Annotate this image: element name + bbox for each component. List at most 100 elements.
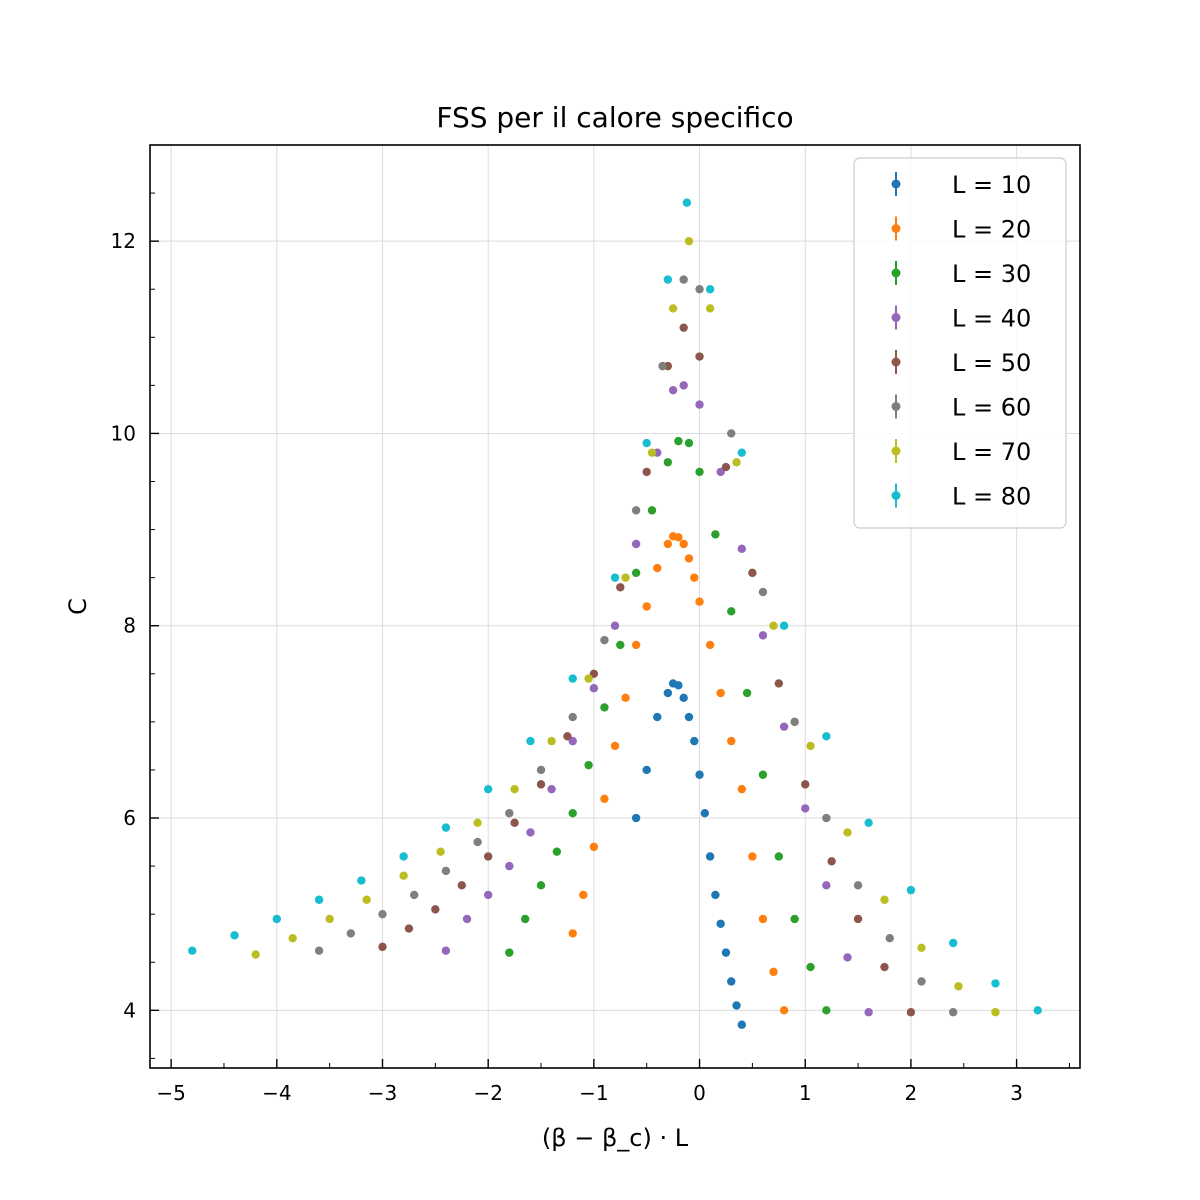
data-point: [505, 948, 514, 957]
data-point: [822, 1006, 831, 1015]
data-point: [653, 712, 662, 722]
x-tick-label: −4: [262, 1081, 291, 1105]
data-point: [801, 804, 810, 813]
legend-marker: [891, 491, 901, 500]
legend-label: L = 20: [952, 216, 1031, 244]
data-point: [473, 837, 482, 847]
data-point: [690, 573, 699, 582]
data-point: [682, 198, 692, 207]
data-point: [658, 361, 667, 371]
data-point: [404, 924, 414, 933]
legend-label: L = 70: [952, 438, 1031, 466]
data-point: [288, 934, 297, 943]
y-tick-label: 8: [123, 614, 136, 638]
data-point: [441, 866, 451, 876]
data-point: [880, 895, 889, 904]
data-point: [589, 842, 599, 852]
data-point: [505, 861, 514, 871]
data-point: [483, 890, 493, 900]
data-point: [399, 852, 408, 861]
data-point: [774, 852, 784, 861]
data-point: [642, 765, 651, 775]
data-point: [399, 871, 408, 880]
data-point: [705, 285, 715, 294]
data-point: [663, 688, 673, 698]
data-point: [779, 722, 789, 731]
data-point: [663, 275, 673, 284]
data-point: [954, 982, 963, 991]
series-l50: [378, 323, 916, 1017]
legend-marker: [891, 357, 901, 367]
data-point: [584, 674, 593, 683]
series-l10: [631, 679, 747, 1029]
data-point: [547, 784, 556, 794]
data-point: [674, 681, 683, 690]
data-point: [864, 818, 873, 828]
data-point: [716, 919, 725, 928]
data-point: [600, 635, 609, 645]
data-point: [737, 544, 747, 554]
data-point: [684, 236, 694, 246]
data-point: [642, 467, 651, 477]
data-point: [790, 717, 799, 727]
x-axis-title: (β − β_c) · L: [542, 1124, 689, 1152]
data-point: [679, 693, 688, 703]
data-point: [822, 732, 831, 741]
series-l30: [505, 436, 831, 1015]
data-point: [647, 506, 657, 515]
data-point: [732, 458, 741, 467]
x-tick-label: 2: [905, 1081, 918, 1105]
data-point: [579, 890, 588, 900]
data-point: [774, 679, 784, 688]
data-point: [705, 852, 715, 861]
data-point: [748, 852, 757, 861]
data-point: [251, 950, 260, 959]
data-point: [357, 876, 366, 885]
data-point: [653, 563, 662, 573]
data-point: [790, 914, 799, 924]
data-point: [526, 828, 535, 837]
data-point: [668, 304, 678, 313]
data-point: [188, 946, 197, 955]
data-point: [631, 539, 641, 549]
data-point: [378, 909, 387, 919]
data-point: [526, 736, 535, 746]
x-tick-label: −1: [579, 1081, 608, 1105]
data-point: [705, 640, 715, 650]
data-point: [843, 953, 852, 962]
data-point: [864, 1008, 873, 1017]
data-point: [584, 760, 593, 770]
data-point: [510, 818, 519, 828]
data-point: [462, 914, 472, 924]
data-series: [188, 198, 1042, 1029]
plot-frame: [149, 144, 1081, 1069]
data-point: [684, 438, 694, 448]
data-point: [700, 809, 710, 818]
data-point: [737, 1020, 747, 1029]
legend: L = 10 L = 20 L = 30 L = 40 L = 50 L = 60 L = …: [853, 157, 1067, 529]
data-point: [737, 448, 747, 457]
data-point: [314, 946, 324, 955]
data-point: [695, 467, 704, 477]
data-point: [779, 1006, 789, 1015]
data-point: [727, 977, 736, 986]
data-point: [616, 583, 625, 592]
data-point: [410, 890, 419, 900]
legend-marker: [891, 402, 901, 411]
series-l20: [568, 532, 789, 1015]
data-point: [769, 967, 778, 977]
data-point: [991, 1008, 1000, 1017]
data-point: [917, 977, 926, 986]
data-point: [705, 304, 715, 313]
data-point: [716, 688, 725, 698]
data-point: [621, 693, 630, 703]
data-point: [568, 929, 577, 938]
data-point: [505, 809, 514, 818]
legend-marker: [891, 446, 901, 456]
data-point: [769, 621, 778, 630]
data-point: [711, 890, 720, 900]
data-point: [948, 1008, 958, 1017]
x-tick-label: −2: [473, 1081, 502, 1105]
data-point: [631, 568, 641, 578]
